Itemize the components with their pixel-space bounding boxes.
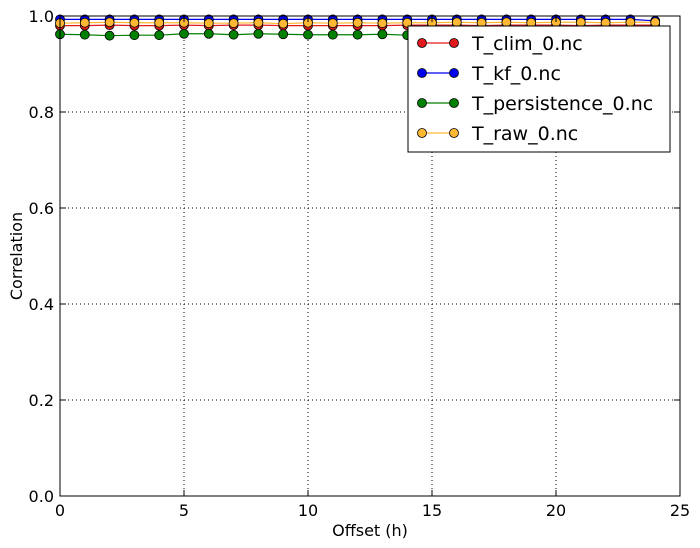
data-point [129,30,140,41]
x-tick-label: 5 [179,501,189,520]
data-point [377,29,388,40]
data-point [104,17,115,28]
legend-label: T_clim_0.nc [471,33,583,55]
y-tick-label: 0.6 [29,199,54,218]
data-point [352,29,363,40]
x-tick-label: 20 [546,501,566,520]
data-point [154,17,165,28]
y-tick-labels: 0.0 0.2 0.4 0.6 0.8 1.0 [29,7,54,506]
data-point [278,18,289,29]
data-point [278,29,289,40]
data-point [154,30,165,41]
legend-entry: T_kf_0.nc [417,63,561,85]
legend-marker [449,98,459,108]
x-tick-label: 15 [422,501,442,520]
data-point [451,17,462,28]
data-point [79,29,90,40]
x-tick-label: 10 [298,501,318,520]
data-point [303,29,313,40]
data-point [575,17,586,28]
legend: T_clim_0.nc T_kf_0.nc T_persistence_0.nc T_… [407,25,671,153]
legend-label: T_raw_0.nc [471,123,578,145]
x-axis-label: Offset (h) [332,521,408,540]
y-tick-label: 1.0 [29,7,54,26]
y-tick-label: 0.2 [29,391,54,410]
data-point [228,18,239,29]
data-point [377,18,388,29]
axis-ticks [59,15,681,497]
legend-marker [449,128,459,138]
data-point [352,17,363,28]
plot-frame [59,15,681,497]
data-point [203,28,214,39]
legend-marker [449,38,459,48]
legend-marker [417,38,427,48]
data-point [253,28,264,39]
data-point [650,17,661,28]
y-tick-label: 0.8 [29,103,54,122]
data-point [104,30,115,41]
data-point [327,18,338,29]
legend-label: T_kf_0.nc [471,63,561,85]
data-point [625,17,636,28]
data-point [203,18,214,29]
data-point [179,28,189,39]
data-point [79,17,90,28]
series-layer [55,14,661,41]
legend-entry: T_persistence_0.nc [417,93,653,115]
data-point [228,29,239,40]
x-tick-label: 25 [670,501,690,520]
legend-entry: T_raw_0.nc [417,123,578,145]
legend-marker [449,68,459,78]
y-tick-label: 0.0 [29,487,54,506]
legend-marker [417,98,427,108]
legend-marker [417,68,427,78]
legend-label: T_persistence_0.nc [471,93,653,115]
legend-marker [417,128,427,138]
y-axis-label: Correlation [7,212,26,300]
series-T_raw_0.nc [55,17,661,29]
x-tick-label: 0 [55,501,65,520]
legend-entry: T_clim_0.nc [417,33,583,55]
data-point [327,29,338,40]
data-point [501,17,512,28]
data-point [253,17,264,28]
x-tick-labels: 0 5 10 15 20 25 [55,501,690,520]
data-point [402,17,413,28]
data-point [129,17,140,28]
y-tick-label: 0.4 [29,295,54,314]
